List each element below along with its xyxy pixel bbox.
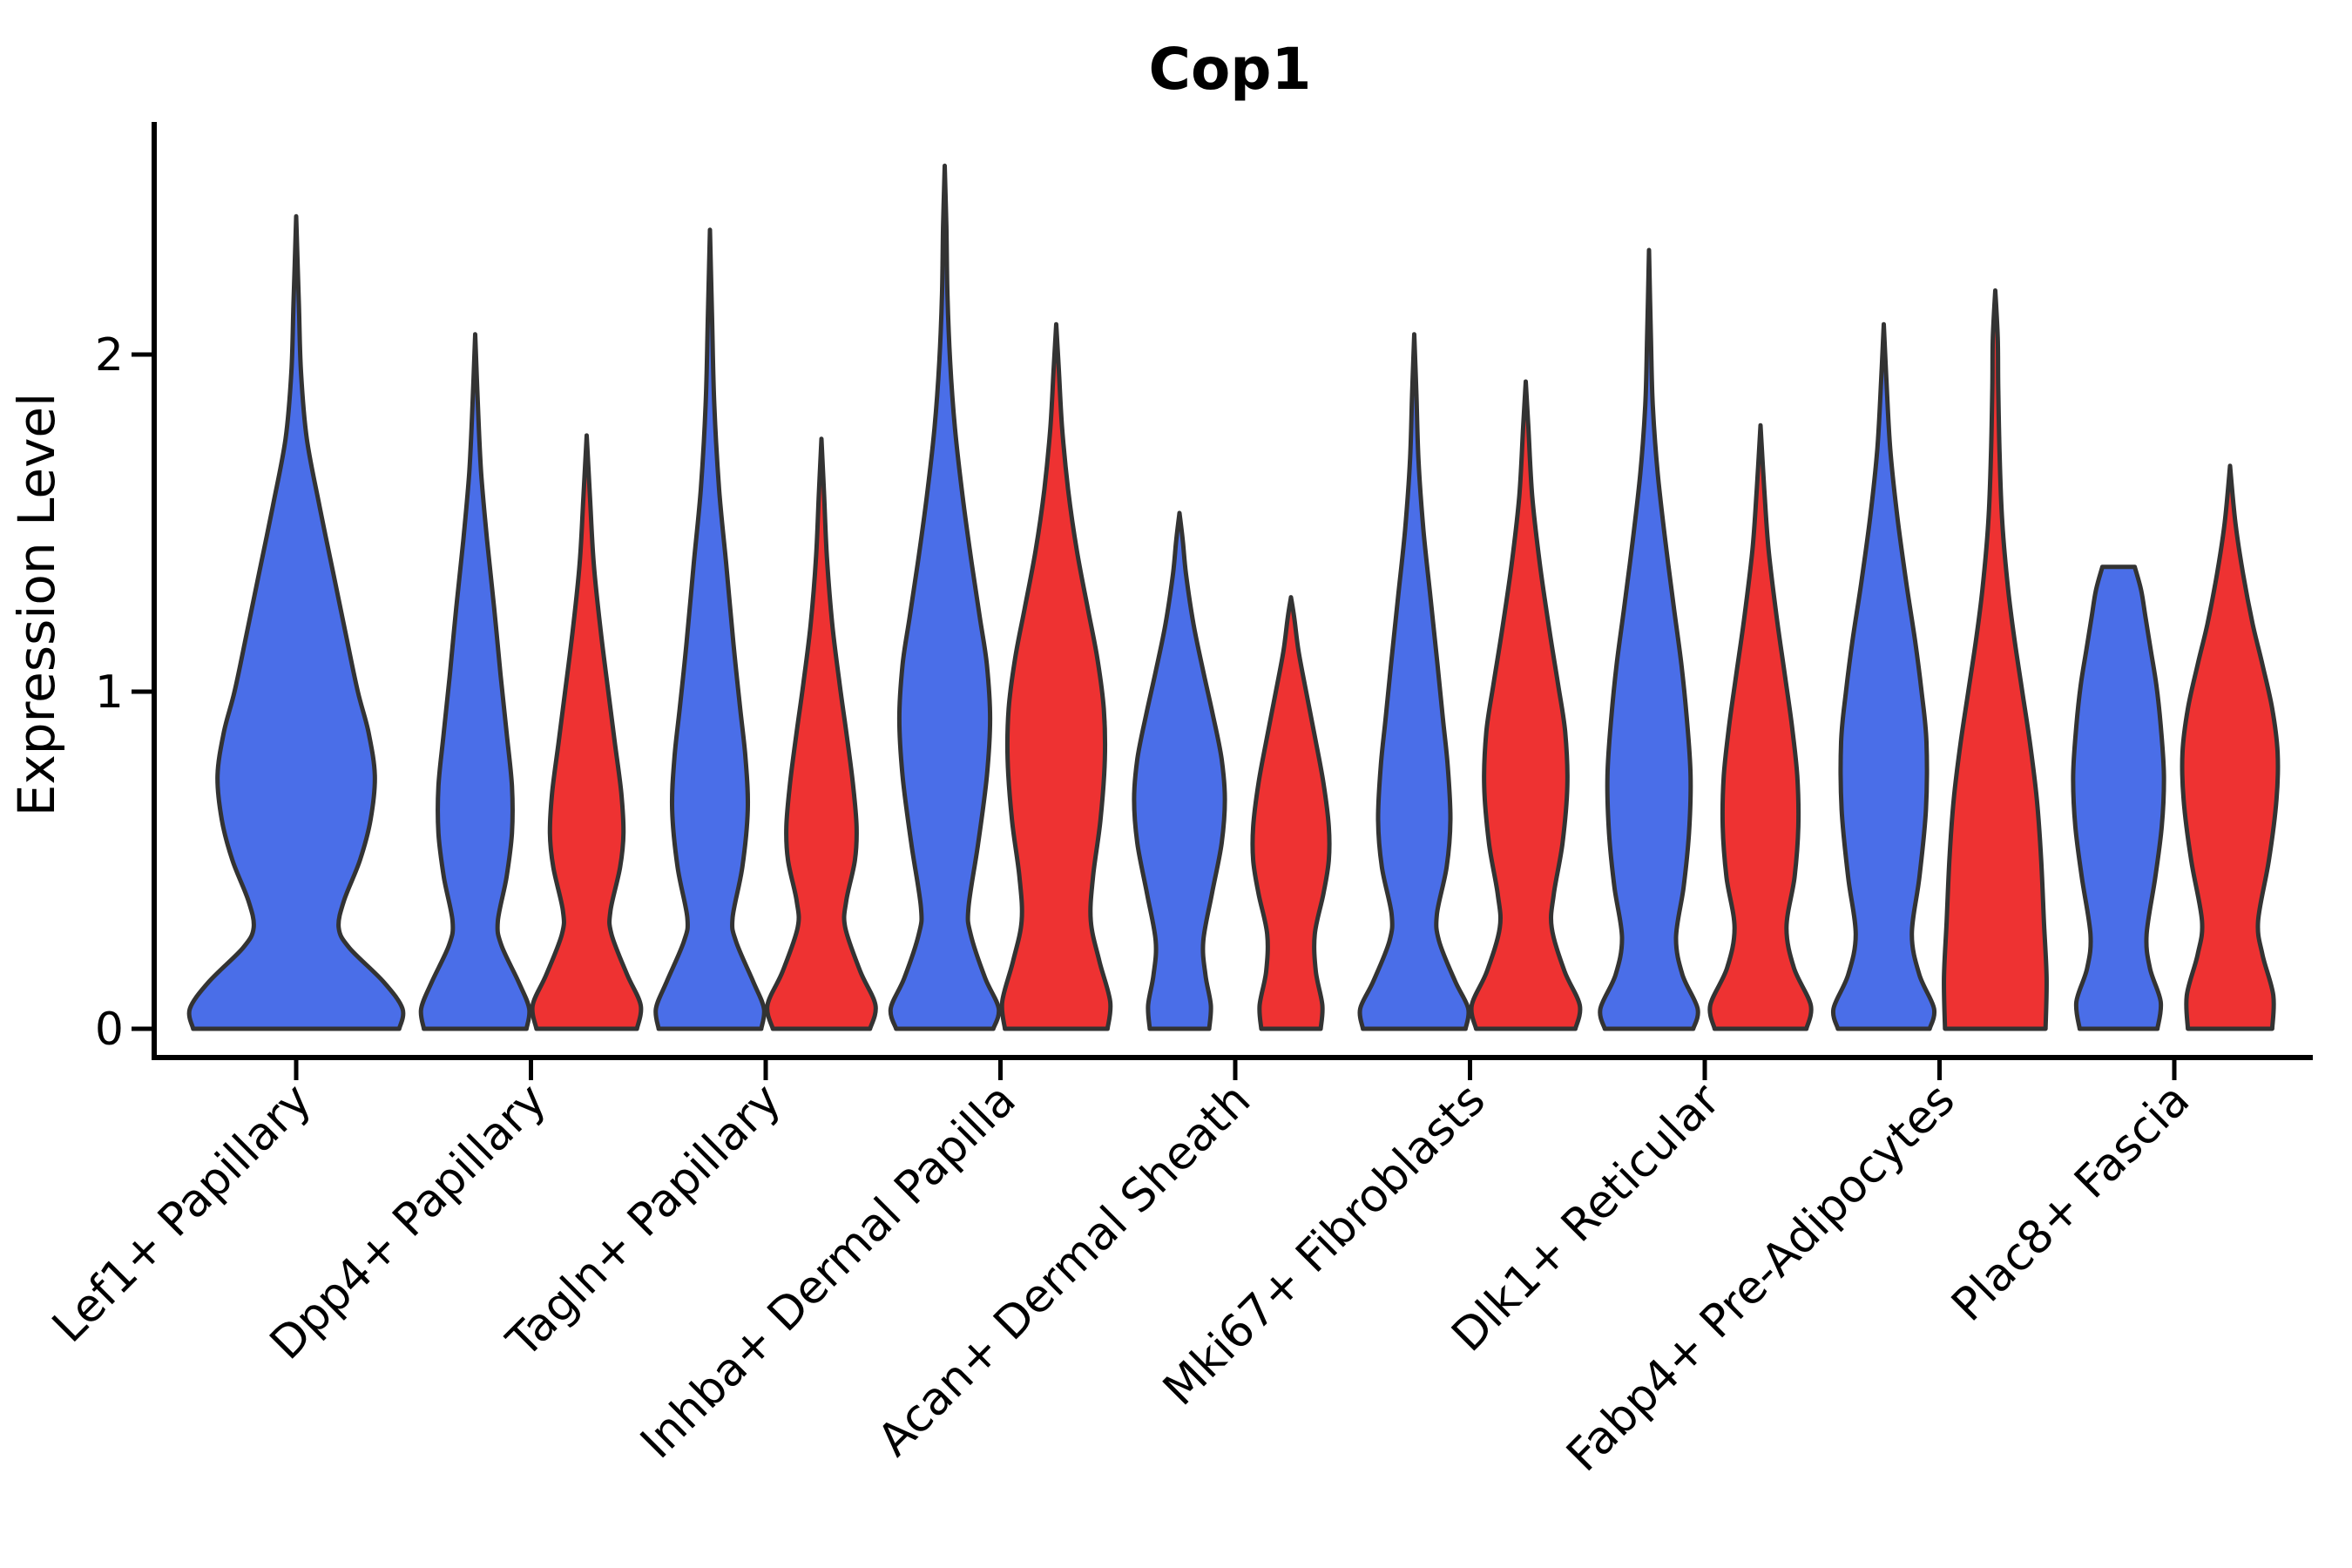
violin-tagln-papillary-red	[765, 436, 878, 1031]
y-tick-label-2: 2	[95, 329, 124, 382]
y-axis-label: Expression Level	[7, 393, 66, 816]
violin-inhba-dermal-papilla-blue	[888, 163, 1002, 1031]
violin-acan-dermal-sheath-blue	[1132, 510, 1227, 1031]
violin-layer	[186, 163, 2281, 1031]
violin-dpp4-papillary-red	[530, 433, 644, 1031]
violin-fabp4-pre-adipocytes-red	[1942, 288, 2049, 1031]
violin-acan-dermal-sheath-red	[1250, 595, 1332, 1031]
x-tick-label-fabp4-pre-adipocytes: Fabp4+ Pre-Adipocytes	[1557, 1074, 1964, 1482]
violin-inhba-dermal-papilla-red	[999, 321, 1113, 1031]
x-tick-label-acan-dermal-sheath: Acan+ Dermal Sheath	[868, 1074, 1261, 1467]
y-tick-label-1: 1	[95, 666, 124, 719]
violin-mki67-fibroblasts-red	[1469, 379, 1583, 1031]
violin-dpp4-papillary-blue	[418, 332, 532, 1031]
violin-mki67-fibroblasts-blue	[1357, 332, 1471, 1031]
violin-dlk1-reticular-blue	[1598, 247, 1700, 1031]
x-tick-label-plac8-fascia: Plac8+ Fascia	[1942, 1074, 2200, 1332]
y-tick-label-0: 0	[95, 1004, 124, 1056]
violin-fabp4-pre-adipocytes-blue	[1830, 321, 1937, 1031]
violin-plac8-fascia-red	[2180, 463, 2281, 1031]
violin-lef1-papillary-blue	[186, 213, 406, 1031]
chart-title: Cop1	[1149, 36, 1312, 103]
violin-tagln-papillary-blue	[653, 227, 767, 1031]
axes-layer	[132, 122, 2313, 1080]
x-tick-label-lef1-papillary: Lef1+ Papillary	[43, 1074, 321, 1353]
violin-dlk1-reticular-red	[1707, 422, 1814, 1031]
violin-plac8-fascia-blue	[2071, 564, 2166, 1031]
x-tick-label-inhba-dermal-papilla: Inhba+ Dermal Papilla	[631, 1074, 1025, 1469]
